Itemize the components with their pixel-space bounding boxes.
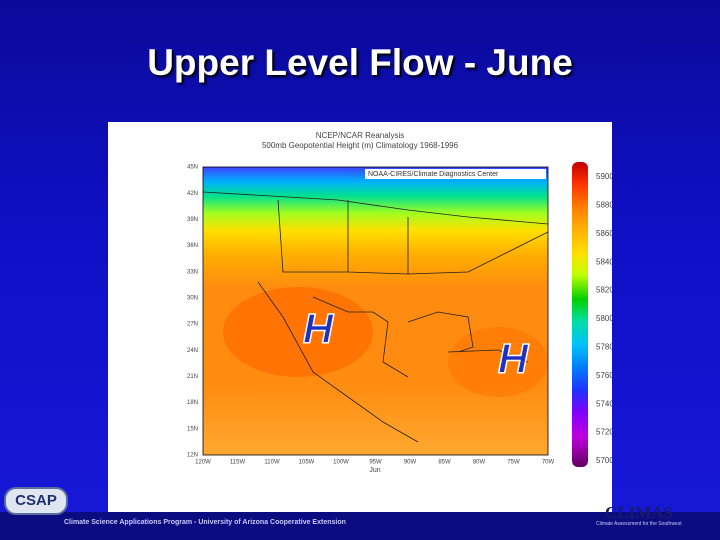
colorbar-label: 5740: [596, 399, 612, 408]
lat-label: 15N: [187, 426, 198, 432]
colorbar-label: 5860: [596, 229, 612, 238]
lat-label: 12N: [187, 453, 198, 459]
map-figure: NOAA-CIRES/Climate Diagnostics Center NC…: [187, 131, 614, 474]
contour-high: [223, 287, 373, 377]
colorbar-label: 5900: [596, 172, 612, 181]
colorbar: [572, 162, 588, 467]
credit: NOAA-CIRES/Climate Diagnostics Center: [368, 171, 499, 178]
footer-bar: [0, 512, 720, 540]
colorbar-label: 5780: [596, 343, 612, 352]
map-panel: NOAA-CIRES/Climate Diagnostics Center NC…: [108, 122, 614, 512]
lon-label: 100W: [333, 460, 349, 466]
lon-label: 75W: [507, 460, 520, 466]
credit-box: [365, 169, 546, 179]
lon-label: 70W: [542, 460, 555, 466]
lon-label: 95W: [369, 460, 382, 466]
high-marker: H: [303, 305, 335, 352]
lat-label: 18N: [187, 400, 198, 406]
colorbar-label: 5800: [596, 314, 612, 323]
slide-title: Upper Level Flow - June: [147, 42, 573, 83]
lat-label: 36N: [187, 243, 198, 249]
lat-label: 39N: [187, 217, 198, 223]
lon-label: 85W: [438, 460, 451, 466]
lon-label: 120W: [195, 460, 211, 466]
climas-logo: CLIMAS: [605, 503, 674, 522]
climas-subtitle: Climate Assessment for the Southwest: [596, 521, 682, 527]
lat-label: 42N: [187, 191, 198, 197]
colorbar-label: 5700: [596, 456, 612, 465]
colorbar-label: 5880: [596, 201, 612, 210]
footer-text: Climate Science Applications Program - U…: [64, 519, 346, 526]
contour-high: [448, 327, 548, 397]
map-title: NCEP/NCAR Reanalysis: [316, 131, 404, 140]
lat-label: 30N: [187, 295, 198, 301]
coastlines: [202, 191, 549, 443]
colorbar-label: 5720: [596, 428, 612, 437]
lon-label: 105W: [299, 460, 315, 466]
lon-label: 115W: [230, 460, 246, 466]
lat-label: 45N: [187, 165, 198, 171]
colorbar-label: 5760: [596, 371, 612, 380]
lat-label: 33N: [187, 269, 198, 275]
lat-label: 27N: [187, 322, 198, 328]
colorbar-label: 5840: [596, 257, 612, 266]
month-label: Jun: [369, 467, 380, 474]
lon-label: 80W: [473, 460, 486, 466]
colorbar-label: 5820: [596, 286, 612, 295]
map-frame: [202, 166, 549, 456]
map-title: 500mb Geopotential Height (m) Climatolog…: [262, 141, 459, 150]
lat-label: 21N: [187, 374, 198, 380]
lon-label: 90W: [404, 460, 417, 466]
lon-label: 110W: [264, 460, 280, 466]
high-marker: H: [498, 335, 530, 382]
csap-logo: CSAP: [4, 487, 68, 515]
lat-label: 24N: [187, 348, 198, 354]
